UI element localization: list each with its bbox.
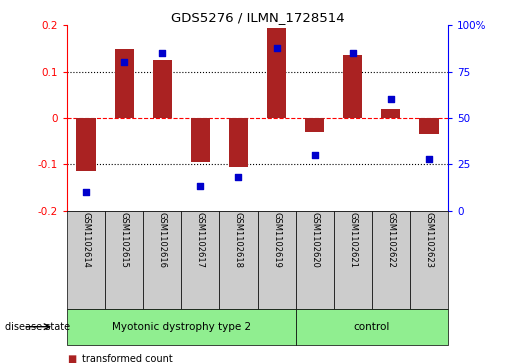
Point <box>272 45 281 50</box>
Point <box>425 156 433 162</box>
Text: GSM1102619: GSM1102619 <box>272 212 281 268</box>
Point <box>82 189 90 195</box>
Point <box>234 174 243 180</box>
Text: ■: ■ <box>67 354 76 363</box>
Point <box>387 97 395 102</box>
Text: GSM1102620: GSM1102620 <box>310 212 319 268</box>
Bar <box>153 60 172 118</box>
Text: GSM1102614: GSM1102614 <box>81 212 91 268</box>
Text: GSM1102617: GSM1102617 <box>196 212 205 268</box>
Bar <box>191 118 210 162</box>
Bar <box>267 28 286 118</box>
Bar <box>305 118 324 132</box>
Text: control: control <box>354 322 390 332</box>
Point <box>158 50 166 56</box>
Text: Myotonic dystrophy type 2: Myotonic dystrophy type 2 <box>112 322 251 332</box>
Text: GSM1102622: GSM1102622 <box>386 212 396 268</box>
Bar <box>76 118 96 171</box>
Text: GSM1102615: GSM1102615 <box>119 212 129 268</box>
Text: disease state: disease state <box>5 322 70 332</box>
Point <box>120 60 128 65</box>
Text: GSM1102616: GSM1102616 <box>158 212 167 268</box>
Bar <box>229 118 248 167</box>
Point <box>311 152 319 158</box>
Bar <box>344 56 363 118</box>
Bar <box>382 109 401 118</box>
Bar <box>419 118 439 134</box>
Point <box>349 50 357 56</box>
Text: GSM1102623: GSM1102623 <box>424 212 434 268</box>
Text: transformed count: transformed count <box>82 354 173 363</box>
Point <box>196 184 204 189</box>
Title: GDS5276 / ILMN_1728514: GDS5276 / ILMN_1728514 <box>170 11 345 24</box>
Bar <box>114 49 134 118</box>
Text: GSM1102621: GSM1102621 <box>348 212 357 268</box>
Text: GSM1102618: GSM1102618 <box>234 212 243 268</box>
